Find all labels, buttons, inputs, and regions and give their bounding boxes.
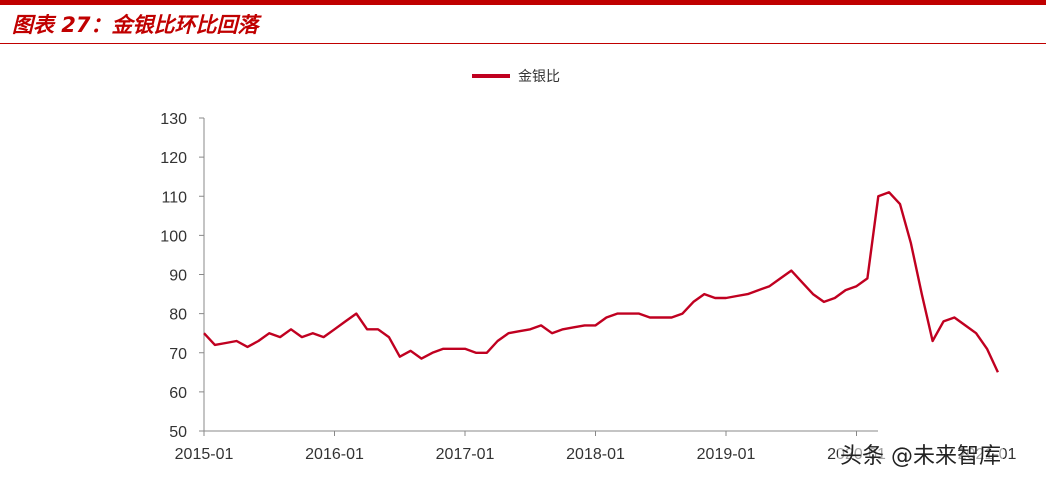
y-tick-label: 110 [161, 189, 187, 206]
legend-label-gold-silver-ratio: 金银比 [518, 69, 560, 85]
x-tick-label: 2017-01 [436, 446, 495, 463]
top-accent-bar [0, 0, 1046, 5]
series-line-gold-silver-ratio [203, 191, 999, 373]
chart-axes [199, 117, 878, 436]
chart-tick-labels: 50 60 70 80 90 100 110 120 130 2015-01 2016-01 2017… [160, 111, 1016, 463]
x-tick-label: 2016-01 [305, 446, 364, 463]
y-tick-label: 90 [169, 268, 187, 285]
y-tick-label: 130 [160, 111, 187, 128]
y-tick-label: 70 [169, 346, 187, 363]
y-tick-label: 120 [160, 150, 187, 167]
x-tick-label: 2015-01 [175, 446, 234, 463]
source-watermark: 头条 @未来智库 [838, 438, 1003, 470]
chart-legend: 金银比 [472, 69, 560, 85]
y-tick-label: 80 [169, 307, 187, 324]
y-tick-label: 60 [169, 385, 187, 402]
y-tick-label: 50 [169, 424, 187, 441]
y-tick-label: 100 [160, 228, 187, 245]
chart-plot-area [203, 191, 999, 373]
figure-caption: 图表 27：金银比环比回落 [12, 13, 259, 37]
x-tick-label: 2018-01 [566, 446, 625, 463]
x-tick-label: 2019-01 [697, 446, 756, 463]
caption-divider [0, 43, 1046, 44]
